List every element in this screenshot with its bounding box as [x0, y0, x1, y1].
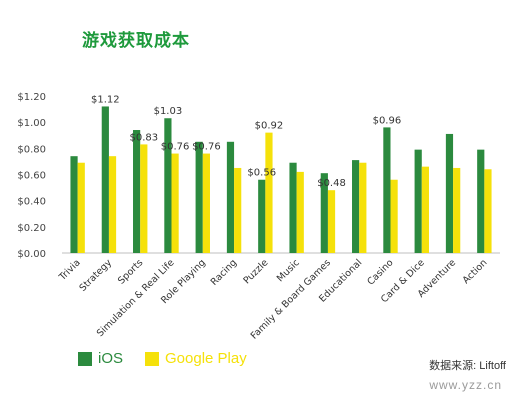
bar-google-play — [77, 162, 85, 253]
legend-item-ios: iOS — [78, 350, 123, 367]
bar-google-play — [265, 132, 273, 253]
data-label: $0.76 — [161, 142, 190, 153]
bar-ios — [352, 160, 360, 253]
source-note: 数据来源: Liftoff — [429, 360, 506, 372]
bar-ios — [289, 162, 297, 253]
data-label: $1.12 — [91, 94, 120, 105]
bar-ios — [195, 141, 203, 253]
bar-google-play — [421, 166, 429, 253]
x-tick-label: Action — [461, 257, 490, 286]
bar-google-play — [390, 179, 398, 253]
bar-ios — [414, 149, 422, 253]
data-label: $0.96 — [373, 115, 402, 126]
bar-ios — [133, 130, 141, 253]
x-tick-label: Music — [275, 257, 302, 284]
bar-google-play — [108, 156, 117, 253]
x-tick-label: Casino — [365, 257, 395, 287]
legend-label-ios: iOS — [98, 350, 124, 367]
watermark: www.yzz.cn — [429, 378, 502, 392]
bar-ios — [226, 141, 235, 253]
data-label: $0.56 — [247, 168, 276, 179]
y-tick-label: $0.80 — [17, 144, 46, 155]
legend-swatch-ios — [78, 351, 92, 366]
bar-google-play — [296, 171, 304, 253]
bar-google-play — [484, 169, 492, 253]
y-tick-label: $1.20 — [17, 92, 46, 103]
data-label: $1.03 — [154, 106, 183, 117]
legend-label-google-play: Google Play — [165, 350, 247, 367]
legend-swatch-google-play — [145, 351, 160, 366]
x-tick-label: Sports — [116, 257, 145, 286]
bar-google-play — [359, 162, 367, 253]
y-tick-label: $0.40 — [17, 197, 46, 208]
bar-ios — [477, 149, 485, 253]
legend-item-google-play: Google Play — [145, 350, 247, 367]
y-tick-label: $0.60 — [17, 171, 46, 182]
page-title: 游戏获取成本 — [82, 31, 190, 51]
x-tick-label: Racing — [209, 257, 240, 288]
bar-google-play — [140, 144, 148, 253]
bar-ios — [383, 127, 391, 253]
y-tick-label: $1.00 — [17, 118, 46, 129]
bar-google-play — [171, 153, 179, 253]
data-label: $0.92 — [255, 121, 284, 132]
bar-ios — [320, 173, 328, 253]
bar-google-play — [327, 190, 336, 253]
data-label: $0.83 — [129, 132, 158, 143]
bar-google-play — [453, 167, 461, 253]
y-tick-label: $0.20 — [17, 223, 46, 234]
x-tick-label: Puzzle — [241, 257, 270, 286]
chart-legend: iOS Google Play — [78, 350, 269, 367]
x-tick-label: Strategy — [77, 257, 114, 294]
bar-ios — [101, 106, 109, 253]
bar-ios — [258, 179, 266, 253]
bar-google-play — [202, 153, 210, 253]
y-tick-label: $0.00 — [17, 249, 46, 260]
bar-ios — [164, 118, 172, 253]
bar-ios — [70, 156, 78, 253]
x-tick-label: Trivia — [57, 257, 83, 283]
bar-ios — [445, 133, 454, 253]
bar-google-play — [234, 167, 242, 253]
data-label: $0.76 — [192, 142, 221, 153]
data-label: $0.48 — [317, 178, 346, 189]
